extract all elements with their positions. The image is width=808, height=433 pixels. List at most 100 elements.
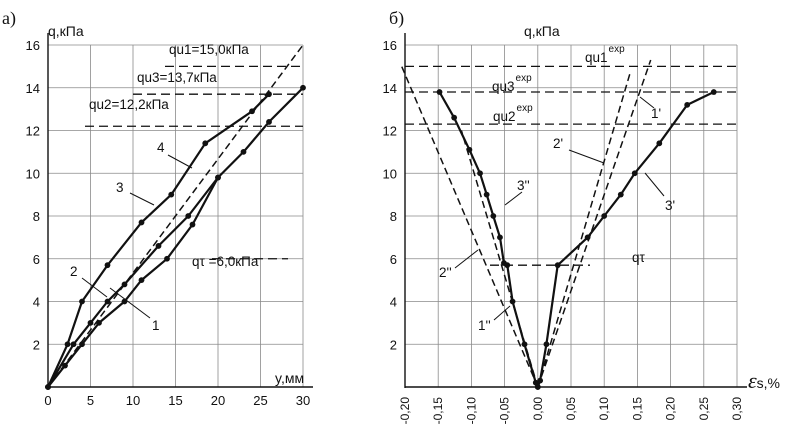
y-tick-label: 6 xyxy=(33,252,40,267)
data-point xyxy=(300,84,306,91)
data-point xyxy=(79,298,85,305)
ultimate-load-label: qu2=12,2кПа xyxy=(89,97,169,112)
y-tick-label: 10 xyxy=(383,166,397,181)
series-line xyxy=(47,87,304,388)
series-line xyxy=(537,70,632,388)
data-point xyxy=(189,221,196,228)
data-point xyxy=(554,262,561,269)
x-tick-label: -0,05 xyxy=(498,397,512,425)
curve-label: 4 xyxy=(157,140,165,155)
y-tick-label: 16 xyxy=(26,38,40,53)
x-tick-label: 0,05 xyxy=(564,397,578,421)
curve-leader xyxy=(109,287,151,319)
data-point xyxy=(168,191,175,198)
ultimate-load-label: qu3=13,7кПа xyxy=(137,70,217,85)
series-line xyxy=(537,59,652,388)
series-line xyxy=(47,44,304,388)
series-line xyxy=(536,91,715,388)
y-axis-title: q,кПа xyxy=(524,23,560,39)
shear-load-label: qτ =6,0кПа xyxy=(192,254,259,269)
data-point xyxy=(483,191,490,198)
x-tick-label: 30 xyxy=(296,393,310,408)
curve-leader xyxy=(167,154,193,169)
x-tick-label: 0,30 xyxy=(730,397,744,421)
panel-a: 0 5 10 15 20 25 30246810121416а)q,кПаy,ммqu1=1… xyxy=(2,8,313,408)
y-tick-label: 16 xyxy=(383,38,397,53)
data-point xyxy=(64,341,71,348)
data-point xyxy=(436,89,443,95)
data-point xyxy=(451,114,458,121)
panel-label: а) xyxy=(2,8,16,29)
data-point xyxy=(185,213,192,219)
data-point xyxy=(104,298,111,305)
panel-b: -0,20 -0,15 -0,10 -0,05 0,00 0,05 0,10 0,15 0,20… xyxy=(383,8,780,424)
curve-label: 2'' xyxy=(439,265,452,280)
x-tick-label: 0,10 xyxy=(597,397,611,421)
y-tick-label: 4 xyxy=(33,295,40,310)
data-point xyxy=(138,277,145,284)
data-point xyxy=(631,170,638,177)
x-axis-title: εs,% xyxy=(748,368,780,393)
ultimate-load-label: qu2exp xyxy=(493,103,533,124)
data-point xyxy=(601,213,608,219)
data-point xyxy=(155,243,162,249)
data-point xyxy=(87,319,94,326)
curve-leader xyxy=(129,192,155,206)
data-point xyxy=(240,148,247,155)
curve-leader xyxy=(493,305,511,321)
data-point xyxy=(684,101,691,108)
x-tick-label: 0 xyxy=(44,393,51,408)
data-point xyxy=(104,262,111,269)
x-tick-label: 25 xyxy=(253,393,267,408)
series-line xyxy=(460,130,539,388)
curve-leader xyxy=(81,277,108,298)
x-tick-label: 0,15 xyxy=(630,397,644,421)
y-tick-label: 12 xyxy=(383,124,397,139)
curve-label: 3' xyxy=(665,198,675,213)
y-tick-label: 12 xyxy=(26,124,40,139)
x-tick-label: 20 xyxy=(211,393,225,408)
y-tick-label: 2 xyxy=(390,337,397,352)
y-tick-label: 2 xyxy=(33,337,40,352)
data-point xyxy=(202,140,209,147)
x-tick-label: 5 xyxy=(87,393,94,408)
curve-label: 2' xyxy=(553,136,563,151)
ultimate-load-label: qu1exp xyxy=(585,44,625,65)
data-point xyxy=(497,234,503,241)
y-tick-label: 8 xyxy=(390,209,397,224)
curve-label: 2 xyxy=(70,264,78,279)
data-point xyxy=(138,219,145,226)
data-point xyxy=(617,191,624,198)
curve-leader xyxy=(639,96,655,109)
x-tick-label: 0,25 xyxy=(697,397,711,421)
x-tick-label: 0,20 xyxy=(664,397,678,421)
ultimate-load-label: qu1=15,0кПа xyxy=(169,42,249,57)
data-point xyxy=(70,341,77,348)
x-tick-label: 15 xyxy=(168,393,182,408)
y-tick-label: 4 xyxy=(390,295,397,310)
curve-label: 1'' xyxy=(478,318,491,333)
data-point xyxy=(266,119,272,125)
y-tick-label: 14 xyxy=(383,81,397,96)
curve-label: 3 xyxy=(116,180,124,195)
x-axis-title: y,мм xyxy=(275,370,304,386)
ultimate-load-label: qu3exp xyxy=(492,73,532,94)
curve-leader xyxy=(454,249,479,269)
panel-label: б) xyxy=(389,8,404,29)
x-tick-label: -0,15 xyxy=(431,397,445,425)
y-tick-label: 14 xyxy=(26,81,40,96)
y-axis-title: q,кПа xyxy=(48,23,84,39)
data-point xyxy=(249,108,255,115)
shear-load-label: qτ xyxy=(632,250,646,265)
curve-label: 1 xyxy=(152,318,160,333)
x-tick-label: -0,10 xyxy=(464,397,478,425)
curve-label: 1' xyxy=(651,106,661,121)
data-point xyxy=(215,174,221,181)
series-line xyxy=(401,66,539,388)
curve-leader xyxy=(504,191,523,206)
data-point xyxy=(490,213,497,219)
curve-leader xyxy=(568,149,605,164)
y-tick-label: 8 xyxy=(33,209,40,224)
data-point xyxy=(543,341,550,348)
